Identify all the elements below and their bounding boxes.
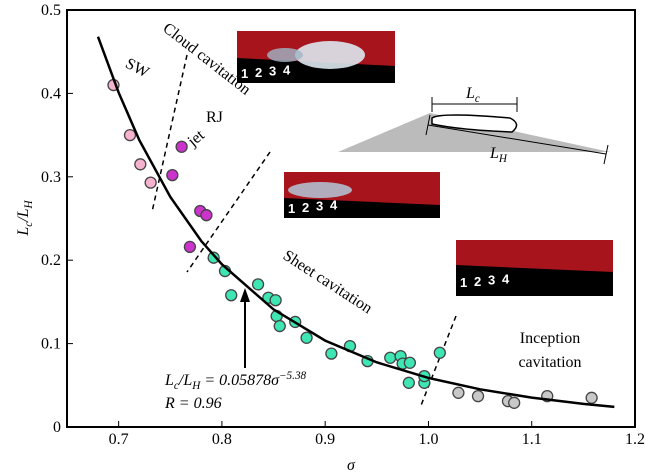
photo-label: 3 [488,273,495,288]
equation-part: /L [178,372,192,389]
x-tick-label: 0.9 [315,431,335,448]
data-point [402,376,415,389]
x-tick-label: 1.1 [522,431,542,448]
equation-part: −5.38 [279,370,307,382]
x-tick-label: 0.8 [212,431,232,448]
x-tick-label: 1.2 [625,431,645,448]
photo-label: 1 [288,201,295,216]
photo [237,31,395,83]
y-tick-label: 0.1 [41,336,61,353]
data-point [403,356,417,369]
data-point [166,168,179,182]
data-point [471,389,485,403]
equation-part: c [174,380,179,392]
data-point [433,346,446,359]
photo [456,240,613,296]
y-axis-label-part: c [23,222,35,227]
annotation: RJ [206,109,223,126]
diagram-label: LH [489,145,508,165]
y-axis-label: Lc/LH [15,199,35,236]
equation: Lc/LH = 0.05878σ−5.38 [164,370,307,392]
data-point [273,319,286,333]
equation-part: L [164,372,174,389]
data-point [452,386,465,399]
data-point [134,158,147,171]
data-point [123,128,137,142]
data-point [384,351,397,364]
data-point [251,278,265,291]
x-tick-label: 0.7 [109,431,129,448]
y-axis-label-part: H [23,199,35,209]
data-point [508,396,521,409]
annotation: SW [122,55,152,82]
data-point [207,251,220,264]
data-point [200,209,213,222]
photo-label: 3 [269,64,276,79]
photo-label: 3 [316,199,323,214]
y-tick-label: 0.2 [41,252,61,269]
annotation: Inception [520,330,580,347]
annotation: cavitation [518,354,581,371]
photo-label: 2 [255,65,262,80]
y-tick-label: 0 [53,419,61,436]
y-tick-label: 0.5 [41,2,61,19]
x-tick-label: 1.0 [418,431,438,448]
y-axis-label-part: L [15,227,32,237]
arrow-head [240,288,250,302]
data-point [225,289,238,302]
photo-label: 2 [302,200,309,215]
diagram-label: Lc [465,85,480,105]
data-point [585,391,598,404]
y-axis-label-part: /L [15,208,32,222]
photo [284,172,440,218]
data-point [175,140,188,153]
photo-label: 4 [283,62,291,77]
photo-label: 2 [474,274,481,289]
photo-label: 4 [502,271,510,286]
equation-part: H [191,380,201,392]
diagram-label-part: L [489,145,499,162]
equation-part: = 0.05878σ [200,372,280,389]
y-tick-label: 0.3 [41,169,61,186]
diagram-label-part: H [498,153,508,165]
data-point [269,294,282,307]
photo-label: 1 [460,275,467,290]
y-tick-label: 0.4 [41,85,61,102]
diagram-label-part: c [475,93,480,105]
annotation: Sheet cavitation [280,247,375,317]
x-axis-label: σ [347,457,356,474]
data-point [300,331,313,344]
diagram-label-part: L [465,85,475,102]
photo-label: 1 [241,66,248,81]
data-point [325,347,338,360]
data-point [144,176,157,189]
region-divider [151,54,457,409]
fit-curve [96,36,615,409]
photo-label: 4 [330,197,338,212]
airfoil-diagram [338,97,610,165]
data-point [183,240,197,254]
plot-frame [66,9,636,428]
annotation: R = 0.96 [164,395,222,412]
